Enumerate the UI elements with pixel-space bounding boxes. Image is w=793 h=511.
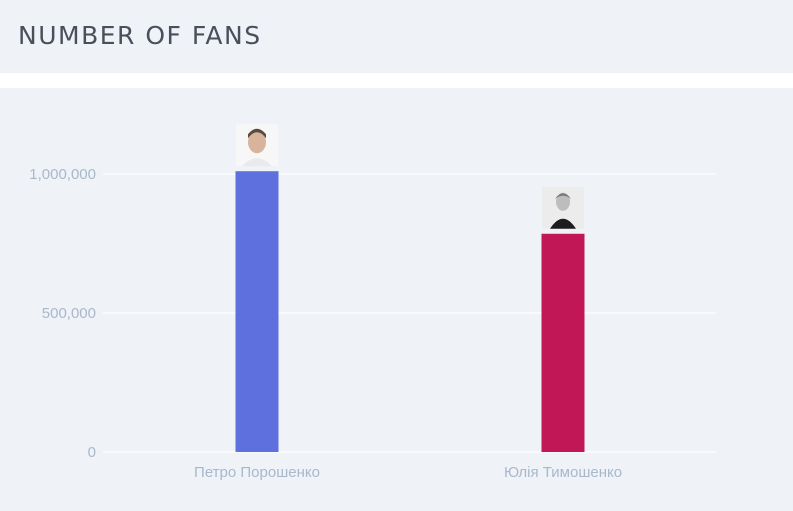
bars xyxy=(235,124,585,452)
x-tick-label: Юлія Тимошенко xyxy=(504,464,622,481)
bar xyxy=(541,233,585,452)
y-tick-label: 1,000,000 xyxy=(29,166,96,183)
bar-chart: 0 500,000 1,000,000 Петро Порошенко Юлія Ти… xyxy=(29,124,716,481)
x-axis-labels: Петро Порошенко Юлія Тимошенко xyxy=(194,464,622,481)
y-axis-ticks: 0 500,000 1,000,000 xyxy=(29,166,96,461)
x-tick-label: Петро Порошенко xyxy=(194,464,320,481)
chart-title: NUMBER OF FANS xyxy=(18,21,262,50)
chart-panel xyxy=(0,88,793,511)
y-tick-label: 0 xyxy=(88,444,96,461)
chart-header: NUMBER OF FANS xyxy=(0,0,793,73)
gridlines xyxy=(103,173,716,453)
avatar-tymoshenko xyxy=(542,186,584,229)
avatar-poroshenko xyxy=(236,124,278,167)
bar xyxy=(235,171,279,452)
y-tick-label: 500,000 xyxy=(42,305,96,322)
